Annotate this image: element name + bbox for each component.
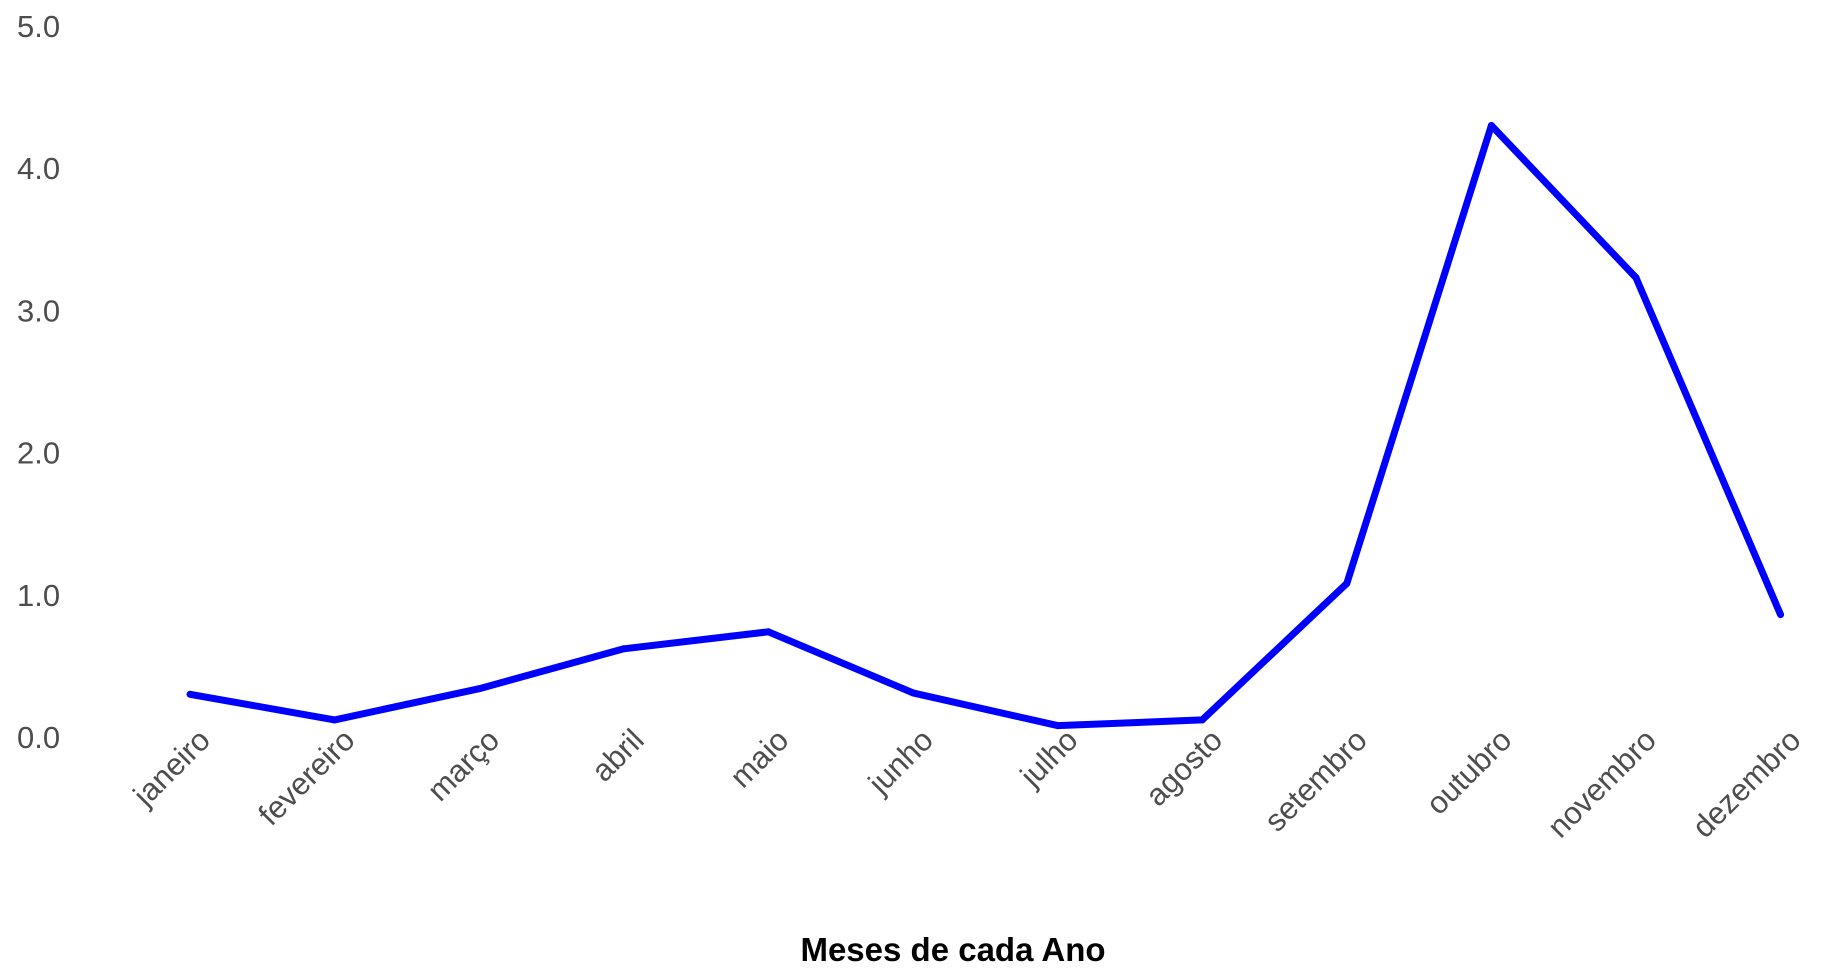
x-tick-label: abril [585,722,651,788]
x-tick-label: agosto [1139,722,1230,813]
x-tick-label: maio [723,722,795,794]
x-tick-label: junho [861,722,940,801]
y-tick-label: 3.0 [17,293,60,328]
y-tick-label: 0.0 [17,720,60,755]
y-axis-tick-labels: 0.0 1.0 2.0 3.0 4.0 5.0 [17,9,60,755]
data-point [475,685,483,693]
data-point [186,690,194,698]
data-point [620,645,628,653]
x-tick-label: fevereiro [252,722,362,832]
x-tick-label: outubro [1419,722,1518,821]
data-point [1632,274,1640,282]
data-point [1487,122,1495,129]
data-point [909,689,917,697]
y-tick-label: 4.0 [17,151,60,186]
data-point [1054,722,1062,730]
x-tick-label: janeiro [126,722,217,813]
data-point [1198,716,1206,724]
y-tick-label: 1.0 [17,578,60,613]
data-point [331,716,339,724]
data-point [764,628,772,636]
x-tick-label: novembro [1541,722,1663,844]
x-tick-label: setembro [1258,722,1374,838]
y-tick-label: 2.0 [17,436,60,471]
data-point [1343,579,1351,587]
x-axis-tick-labels: janeiro fevereiro março abril maio junho julho… [126,722,1808,844]
data-point [1777,611,1785,619]
x-tick-label: março [420,722,506,808]
series-line [189,122,1784,730]
x-axis-title: Meses de cada Ano [800,931,1105,968]
y-tick-label: 5.0 [17,9,60,44]
series-layer [186,122,1785,730]
x-tick-label: julho [1013,722,1085,794]
x-tick-label: dezembro [1685,722,1807,844]
